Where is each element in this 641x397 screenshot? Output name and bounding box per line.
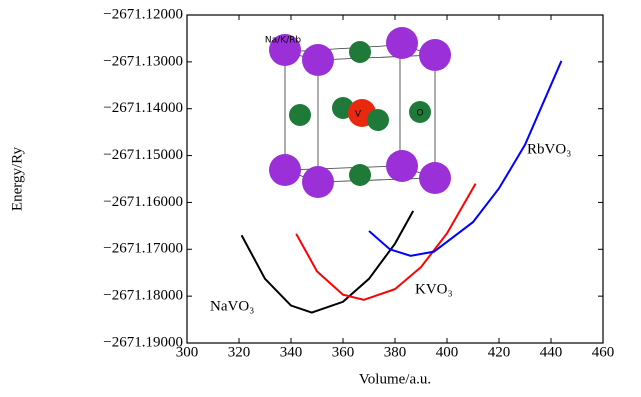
series-label: KVO₃ xyxy=(415,281,453,297)
x-tick-label: 460 xyxy=(592,344,615,360)
cell-edge xyxy=(318,178,435,182)
x-tick-label: 320 xyxy=(228,344,251,360)
o-atom xyxy=(349,41,371,63)
alkali-atom xyxy=(386,150,418,182)
y-tick-label: −2671.19000 xyxy=(103,334,183,350)
alkali-atom xyxy=(269,154,301,186)
x-axis-label: Volume/a.u. xyxy=(359,371,431,387)
x-tick-label: 440 xyxy=(540,344,563,360)
x-tick-label: 340 xyxy=(280,344,303,360)
y-tick-label: −2671.13000 xyxy=(103,53,183,69)
y-tick-label: −2671.14000 xyxy=(103,100,183,116)
y-tick-label: −2671.17000 xyxy=(103,241,183,257)
alkali-atom xyxy=(302,44,334,76)
y-tick-label: −2671.18000 xyxy=(103,288,183,304)
chart: Volume/a.u. Energy/Ry Na/K/Rb V O 300320… xyxy=(0,0,641,392)
cell-edge xyxy=(318,55,435,60)
x-tick-label: 360 xyxy=(332,344,355,360)
alkali-atom xyxy=(419,162,451,194)
o-atom xyxy=(349,164,371,186)
y-tick-label: −2671.15000 xyxy=(103,147,183,163)
y-tick-label: −2671.12000 xyxy=(103,6,183,22)
cell-edge xyxy=(285,166,400,170)
inset-label: V xyxy=(355,110,362,120)
y-axis-label: Energy/Ry xyxy=(9,146,25,211)
alkali-atom xyxy=(386,27,418,59)
series-line xyxy=(242,211,414,313)
series-label: RbVO₃ xyxy=(527,141,571,157)
o-atom xyxy=(367,109,389,131)
x-tick-label: 380 xyxy=(384,344,407,360)
x-tick-label: 400 xyxy=(436,344,459,360)
series-label: NaVO₃ xyxy=(210,298,254,314)
y-tick-label: −2671.16000 xyxy=(103,194,183,210)
x-tick-label: 420 xyxy=(488,344,511,360)
cell-edge xyxy=(285,45,400,52)
alkali-atom xyxy=(419,39,451,71)
inset-label: Na/K/Rb xyxy=(265,36,301,46)
alkali-atom xyxy=(302,166,334,198)
o-atom xyxy=(289,104,311,126)
inset-label: O xyxy=(416,109,423,119)
